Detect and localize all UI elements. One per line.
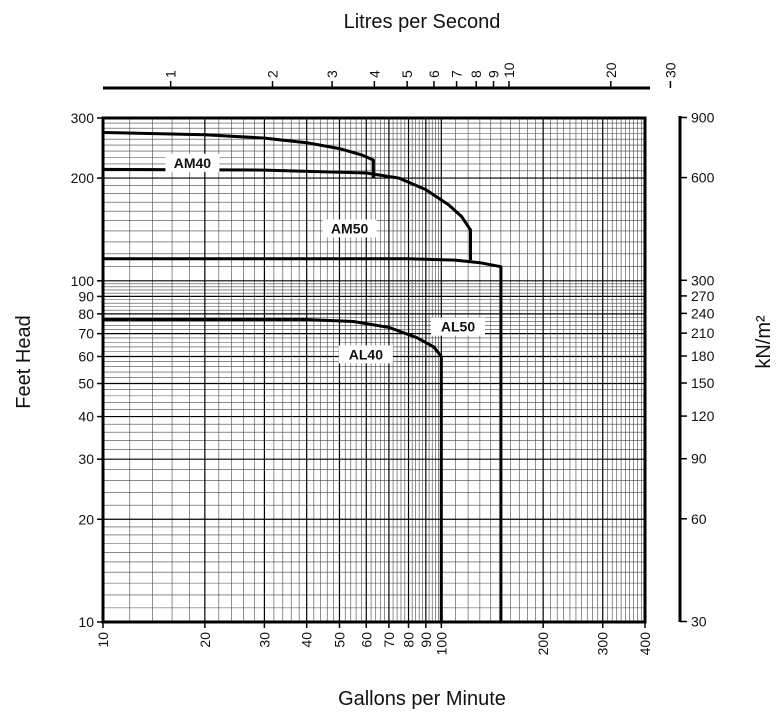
top-tick-label: 9 (486, 70, 502, 78)
y-tick-label: 90 (78, 288, 94, 304)
y-tick-label: 100 (71, 273, 95, 289)
right-tick-label: 30 (691, 614, 707, 630)
x-tick-label: 30 (256, 632, 272, 648)
curves (102, 131, 503, 622)
y-tick-label: 70 (78, 326, 94, 342)
curve-label-am40: AM40 (174, 155, 212, 171)
curve-label-am50: AM50 (331, 220, 369, 236)
top-tick-label: 8 (468, 70, 484, 78)
y-tick-label: 30 (78, 451, 94, 467)
top-tick-label: 4 (366, 70, 382, 78)
right-axis-title: kN/m² (753, 315, 775, 369)
right-tick-label: 150 (691, 375, 715, 391)
y-tick-label: 200 (71, 170, 95, 186)
right-tick-label: 120 (691, 408, 715, 424)
x-axis-title: Gallons per Minute (338, 688, 506, 710)
x-tick-label: 400 (637, 632, 653, 656)
right-tick-label: 240 (691, 305, 715, 321)
top-tick-label: 6 (426, 70, 442, 78)
curve-labels: AM40 AM50 AL50 AL40 (165, 153, 486, 364)
top-tick-label: 5 (399, 70, 415, 78)
curve-am50 (102, 167, 472, 261)
top-axis-title: Litres per Second (344, 11, 501, 33)
top-tick-label: 1 (163, 70, 179, 78)
right-tick-label: 300 (691, 272, 715, 288)
top-tick-label: 10 (501, 62, 517, 78)
curve-al50 (103, 257, 503, 622)
top-tick-label: 3 (324, 70, 340, 78)
right-tick-label: 210 (691, 325, 715, 341)
top-tick-label: 2 (265, 70, 281, 78)
curve-label-bg (431, 317, 486, 336)
right-tick-label: 90 (691, 451, 707, 467)
y-tick-label: 10 (78, 614, 94, 630)
curve-label-al40: AL40 (349, 346, 383, 362)
y-tick-label: 80 (78, 306, 94, 322)
curve-label-bg (165, 153, 220, 172)
x-tick-label: 200 (535, 632, 551, 656)
curve-am40 (102, 131, 375, 179)
right-tick-label: 60 (691, 511, 707, 527)
curve-label-al50: AL50 (441, 319, 475, 335)
curve-label-bg (322, 219, 377, 238)
x-tick-label: 100 (433, 632, 449, 656)
y-tick-label: 20 (78, 511, 94, 527)
right-tick-label: 270 (691, 288, 715, 304)
x-tick-label: 10 (95, 632, 111, 648)
top-tick-labels: 1 2 3 4 5 6 7 8 9 10 20 30 (163, 62, 678, 88)
y-axis-title: Feet Head (13, 315, 35, 408)
x-tick-label: 60 (358, 632, 374, 648)
grid-minor (103, 118, 645, 622)
x-tick-label: 90 (418, 632, 434, 648)
top-tick-label: 7 (449, 70, 465, 78)
x-tick-label: 80 (401, 632, 417, 648)
y-tick-label: 50 (78, 376, 94, 392)
y-tick-label: 40 (78, 409, 94, 425)
x-tick-label: 70 (381, 632, 397, 648)
y-tick-label: 300 (71, 110, 95, 126)
right-tick-label: 180 (691, 348, 715, 364)
x-tick-label: 20 (197, 632, 213, 648)
y-tick-label: 60 (78, 348, 94, 364)
top-tick-label: 20 (603, 62, 619, 78)
x-tick-label: 50 (331, 632, 347, 648)
top-tick-label: 30 (662, 62, 678, 78)
curve-label-bg (338, 345, 393, 364)
plot-frame (101, 116, 647, 624)
curve-al40 (103, 318, 443, 622)
right-tick-label: 900 (691, 110, 715, 126)
x-tick-label: 300 (595, 632, 611, 656)
right-tick-label: 600 (691, 170, 715, 186)
x-tick-labels: 10 20 30 40 50 60 70 80 90 100 200 300 400 (95, 622, 653, 655)
x-tick-label: 40 (299, 632, 315, 648)
